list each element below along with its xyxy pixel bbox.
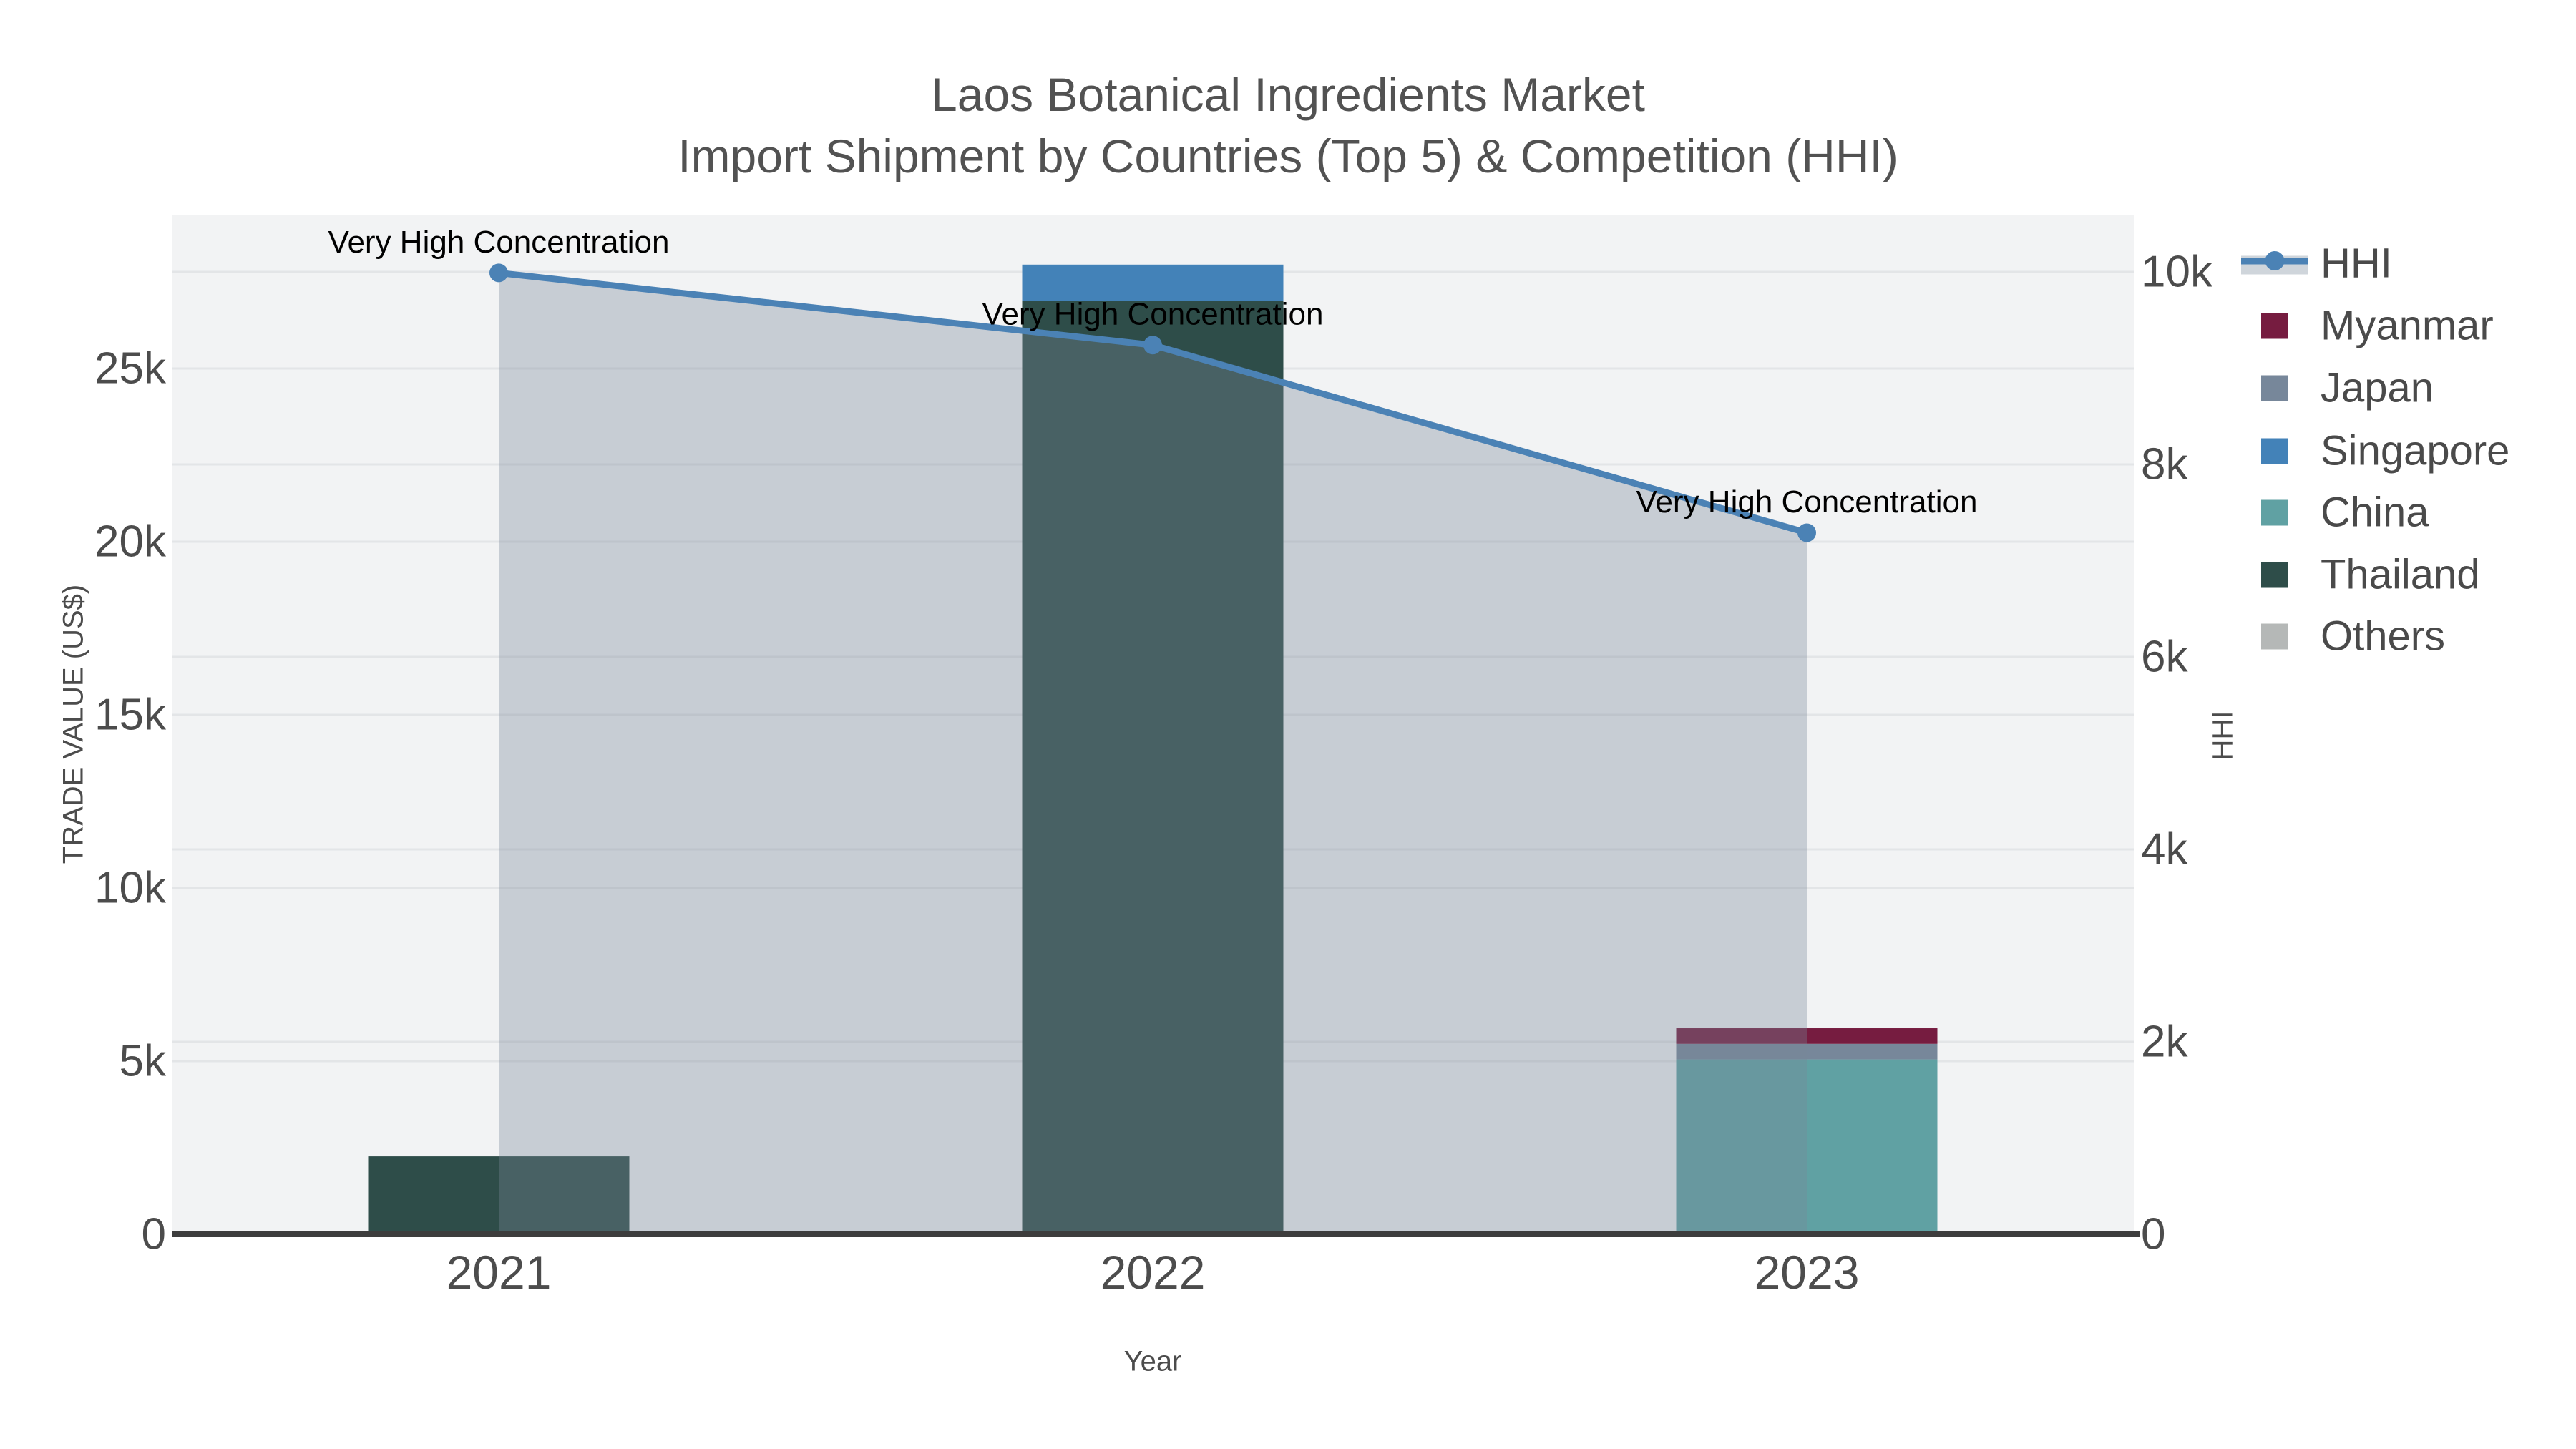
y-right-tick-4k: 4k: [2141, 824, 2188, 874]
legend-label-china: China: [2321, 489, 2429, 536]
y-left-tick-0: 0: [141, 1209, 166, 1259]
legend-label-singapore: Singapore: [2321, 427, 2510, 474]
legend: HHI Myanmar Japan Singapore China Thaila…: [2241, 0, 2576, 1449]
legend-swatch-others: [2261, 623, 2288, 649]
hhi-marker-2021: [489, 263, 508, 283]
legend-swatch-singapore: [2261, 438, 2288, 464]
annotation-2023: Very High Concentration: [1636, 484, 1978, 519]
y-right-tick-2k: 2k: [2141, 1017, 2188, 1067]
x-axis-line: [172, 1231, 2140, 1237]
legend-label-japan: Japan: [2321, 364, 2434, 411]
legend-swatch-myanmar: [2261, 313, 2288, 338]
bar-china-2023: [1676, 1059, 1938, 1234]
bar-thailand-2022: [1022, 301, 1284, 1234]
y-left-tick-25k: 25k: [94, 343, 166, 394]
bar-thailand-2021: [368, 1156, 630, 1234]
y-left-axis-title: TRADE VALUE (US$): [57, 584, 89, 864]
legend-item-thailand[interactable]: Thailand: [2241, 551, 2479, 599]
hhi-area-fill: [499, 273, 1807, 1235]
hhi-line-marker-icon: [2241, 250, 2308, 275]
chart-title-line-1: Laos Botanical Ingredients Market: [931, 68, 1645, 121]
hhi-marker-2022: [1143, 336, 1162, 355]
y-left-tick-15k: 15k: [94, 690, 166, 740]
y-right-tick-6k: 6k: [2141, 632, 2188, 682]
legend-label-thailand: Thailand: [2321, 551, 2480, 598]
legend-swatch-japan: [2261, 375, 2288, 401]
bar-singapore-2022: [1022, 264, 1284, 301]
chart-title-line-2: Import Shipment by Countries (Top 5) & C…: [678, 130, 1898, 182]
legend-item-japan[interactable]: Japan: [2241, 364, 2434, 412]
x-tick-2023: 2023: [1754, 1246, 1860, 1299]
x-axis-title: Year: [1123, 1345, 1182, 1377]
bar-japan-2023: [1676, 1043, 1938, 1060]
legend-item-myanmar[interactable]: Myanmar: [2241, 302, 2494, 350]
y-left-tick-10k: 10k: [94, 863, 166, 913]
bar-myanmar-2023: [1676, 1028, 1938, 1044]
hhi-marker-2023: [1797, 523, 1816, 542]
y-left-tick-5k: 5k: [119, 1036, 166, 1086]
y-right-tick-10k: 10k: [2141, 247, 2212, 297]
legend-swatch-china: [2261, 499, 2288, 525]
legend-swatch-thailand: [2261, 562, 2288, 587]
x-tick-2022: 2022: [1100, 1246, 1206, 1299]
x-tick-2021: 2021: [446, 1246, 552, 1299]
legend-item-china[interactable]: China: [2241, 489, 2429, 537]
legend-item-others[interactable]: Others: [2241, 613, 2445, 660]
legend-label-others: Others: [2321, 613, 2446, 660]
legend-label-hhi: HHI: [2321, 240, 2392, 287]
y-right-axis-title: HHI: [2207, 711, 2239, 761]
annotation-2022: Very High Concentration: [982, 297, 1324, 332]
legend-item-hhi[interactable]: HHI: [2241, 240, 2392, 288]
y-right-tick-8k: 8k: [2141, 439, 2188, 489]
y-right-tick-0: 0: [2141, 1209, 2166, 1259]
y-left-tick-20k: 20k: [94, 517, 166, 567]
legend-item-singapore[interactable]: Singapore: [2241, 427, 2509, 475]
legend-label-myanmar: Myanmar: [2321, 302, 2494, 349]
annotation-2021: Very High Concentration: [328, 225, 670, 260]
